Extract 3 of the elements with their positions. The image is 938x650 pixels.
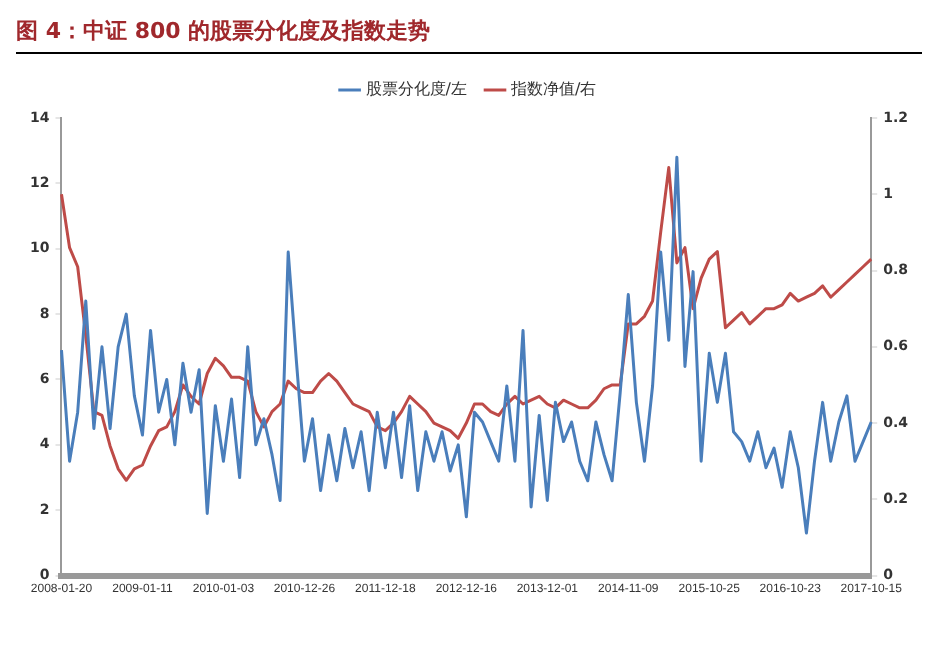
- legend-label: 股票分化度/左: [365, 80, 468, 99]
- legend-label: 指数净值/右: [509, 80, 597, 99]
- chart-title: 图 4：中证 800 的股票分化度及指数走势: [16, 16, 922, 54]
